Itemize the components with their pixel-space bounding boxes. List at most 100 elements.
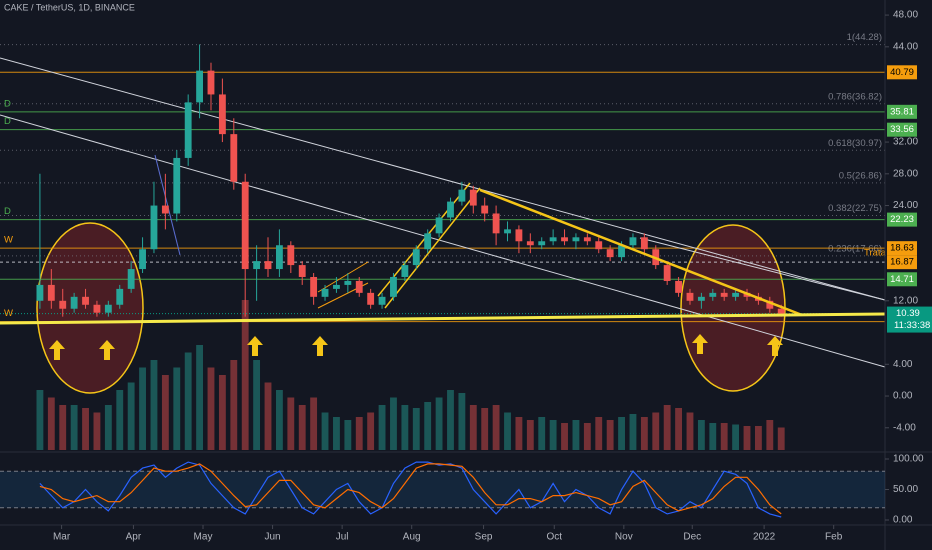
- volume-bar: [458, 393, 466, 450]
- volume-bar: [561, 423, 568, 450]
- candle-body: [196, 70, 204, 103]
- y-tick-label: 24.00: [893, 200, 918, 211]
- volume-bar: [732, 424, 740, 450]
- y-tick-label: 12.00: [893, 295, 918, 306]
- volume-bar: [572, 420, 580, 450]
- price-label: 35.81: [890, 106, 914, 117]
- volume-bar: [355, 417, 363, 450]
- fib-label: 0.618(30.97): [828, 138, 882, 149]
- y-tick-label: 48.00: [893, 10, 918, 21]
- trend-line: [154, 154, 181, 256]
- volume-bar: [82, 408, 89, 450]
- volume-bar: [218, 375, 226, 450]
- candle-body: [390, 276, 397, 297]
- candle-body: [526, 241, 534, 246]
- volume-bar: [595, 417, 603, 450]
- candle-body: [321, 288, 329, 297]
- candle-body: [675, 280, 682, 293]
- descending-line: [479, 188, 803, 317]
- volume-bar: [481, 408, 489, 450]
- price-label: 33.56: [890, 124, 914, 135]
- price-label-box: [887, 212, 917, 227]
- volume-bar: [720, 423, 728, 450]
- candle-body: [333, 284, 340, 289]
- volume-bar: [344, 420, 352, 450]
- y-tick-label: 28.00: [893, 168, 918, 179]
- candle-body: [116, 288, 124, 305]
- volume-bar: [298, 405, 306, 450]
- price-label: 16.87: [890, 257, 914, 268]
- arrow: [247, 336, 263, 356]
- price-label-box: [887, 122, 917, 137]
- candle-body: [298, 265, 306, 277]
- volume-bar: [139, 367, 146, 450]
- candle-body: [161, 205, 169, 214]
- volume-bar: [104, 405, 112, 450]
- candle-body: [104, 304, 112, 313]
- x-tick-label: Nov: [615, 532, 633, 543]
- candle-body: [504, 229, 511, 234]
- candle-body: [447, 201, 454, 218]
- candle-body: [697, 296, 705, 301]
- volume-bar: [652, 412, 660, 450]
- candle-body: [355, 280, 363, 293]
- volume-bar: [583, 423, 591, 450]
- arrow: [49, 340, 65, 360]
- candle-body: [378, 296, 386, 305]
- arrow: [767, 336, 783, 356]
- volume-bar: [424, 402, 432, 450]
- stoch-tick-label: 100.00: [893, 454, 924, 465]
- candle-body: [218, 94, 226, 135]
- price-label-box: [887, 241, 917, 256]
- chart-title: CAKE / TetherUS, 1D, BINANCE: [4, 2, 135, 12]
- volume-bar: [47, 397, 55, 450]
- price-label: 14.71: [890, 274, 914, 285]
- y-tick-label: -4.00: [893, 422, 916, 433]
- volume-bar: [412, 408, 420, 450]
- candle-body: [709, 292, 717, 297]
- candle-body: [663, 265, 671, 281]
- volume-bar: [70, 405, 78, 450]
- volume-bar: [686, 412, 694, 450]
- volume-bar: [36, 390, 44, 450]
- channel-line: [317, 261, 369, 293]
- price-label-box: [887, 104, 917, 119]
- volume-bar: [515, 417, 523, 450]
- volume-bar: [150, 360, 158, 450]
- levels-layer: 1(44.28) 0.786(36.82) 0.618(30.97) 0.5(26.8…: [0, 32, 887, 323]
- volume-bar: [549, 420, 557, 450]
- candle-body: [367, 292, 375, 305]
- candle-body: [595, 241, 603, 250]
- volume-bar: [321, 412, 329, 450]
- candle-body: [469, 189, 477, 206]
- candle-body: [241, 181, 249, 270]
- volume-bar: [538, 417, 546, 450]
- price-label: 18.63: [890, 243, 914, 254]
- x-tick-label: Aug: [403, 532, 421, 543]
- volume-bar: [766, 420, 774, 450]
- candle-body: [720, 292, 728, 297]
- candle-body: [481, 205, 489, 214]
- candle-body: [549, 237, 557, 242]
- volume-bar: [196, 345, 204, 450]
- volume-bar: [640, 417, 648, 450]
- volume-bar: [447, 390, 454, 450]
- candle-body: [184, 102, 192, 158]
- volume-bar: [241, 300, 249, 450]
- x-tick-label: Oct: [546, 532, 562, 543]
- volume-bar: [264, 382, 272, 450]
- drawings-top: [0, 188, 886, 360]
- stoch-tick-label: 50.00: [893, 484, 918, 495]
- volume-bar: [777, 427, 785, 450]
- price-label-box: [887, 65, 917, 80]
- volume-bar: [333, 417, 340, 450]
- candle-body: [82, 296, 89, 305]
- candle-body: [253, 261, 261, 270]
- candle-body: [583, 237, 591, 242]
- volume-bar: [754, 426, 762, 450]
- candle-body: [561, 237, 568, 242]
- fib-label: 0.236(17.66): [828, 243, 882, 254]
- candle-body: [732, 292, 740, 297]
